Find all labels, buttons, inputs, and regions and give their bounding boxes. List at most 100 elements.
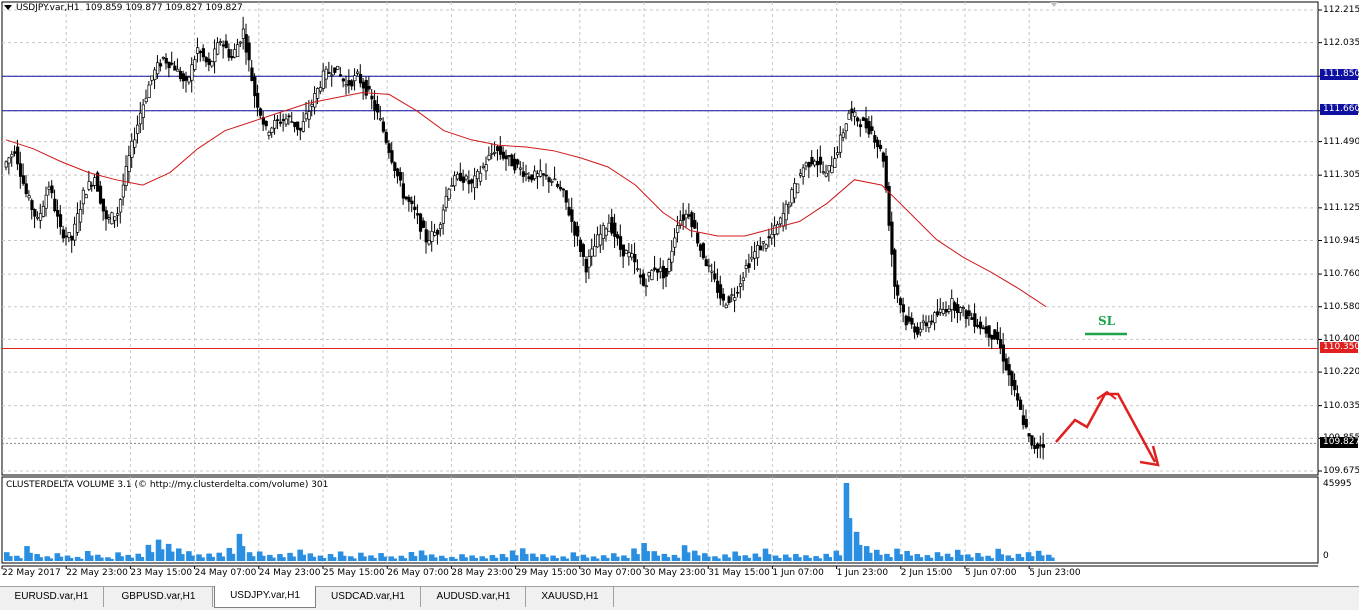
candle-body <box>256 93 260 108</box>
volume-bar <box>960 554 964 561</box>
candle-body <box>187 76 191 83</box>
volume-bar <box>737 555 741 561</box>
candle-body <box>16 146 20 165</box>
volume-bar <box>863 546 870 561</box>
candle-body <box>321 70 325 89</box>
candle-body <box>993 329 997 340</box>
candle-body <box>933 312 937 324</box>
volume-bar <box>1010 557 1015 561</box>
tab-gbpusd-var-h1[interactable]: GBPUSD.var,H1 <box>105 587 213 607</box>
candle-body <box>504 155 508 160</box>
candle-body <box>747 263 751 268</box>
tab-audusd-var-h1[interactable]: AUDUSD.var,H1 <box>422 587 526 607</box>
ohlc-values: 109.859 109.877 109.827 109.827 <box>85 3 243 13</box>
candle-body <box>50 185 54 194</box>
volume-bar <box>995 548 1001 561</box>
volume-bar <box>236 533 243 561</box>
candle-body <box>370 95 374 100</box>
candle-body <box>273 120 277 129</box>
volume-bar <box>565 558 570 561</box>
candle-body <box>84 194 88 199</box>
price-tick-label: 112.035 <box>1323 37 1359 48</box>
volume-bar <box>39 557 43 561</box>
candle-body <box>484 164 488 172</box>
volume-bar <box>474 557 478 561</box>
volume-bar <box>216 552 223 561</box>
volume-bar <box>868 552 873 561</box>
candle-body <box>853 111 857 117</box>
candle-body <box>590 248 594 257</box>
volume-bar <box>793 554 799 561</box>
candle-body <box>230 56 234 59</box>
candle-body <box>464 175 468 180</box>
candle-body <box>501 151 505 159</box>
tab-xauusd-h1[interactable]: XAUUSD,H1 <box>527 587 614 607</box>
volume-bar <box>965 554 971 561</box>
candle-body <box>164 57 168 64</box>
volume-bar <box>322 558 327 561</box>
candle-body <box>881 152 885 162</box>
tab-usdcad-var-h1[interactable]: USDCAD.var,H1 <box>316 587 421 607</box>
candle-body <box>156 62 160 75</box>
volume-bar <box>459 554 465 561</box>
tab-usdjpy-var-h1[interactable]: USDJPY.var,H1 <box>214 586 316 608</box>
time-tick-label: 5 Jun 23:00 <box>1029 568 1081 578</box>
candle-body <box>178 70 183 80</box>
candle-body <box>738 283 743 287</box>
candle-body <box>310 104 314 107</box>
candle-body <box>681 214 685 221</box>
volume-bar <box>909 555 913 561</box>
volume-bar <box>423 555 428 561</box>
volume-bar <box>1015 553 1022 561</box>
candle-body <box>261 117 265 125</box>
candle-body <box>67 232 71 238</box>
candle-body <box>384 131 388 143</box>
candle-body <box>1024 418 1028 428</box>
candle-body <box>393 162 397 172</box>
volume-bar <box>828 557 833 561</box>
volume-bar <box>585 557 590 561</box>
tab-eurusd-var-h1[interactable]: EURUSD.var,H1 <box>0 587 104 607</box>
candle-body <box>970 317 974 320</box>
price-chart[interactable] <box>0 0 1359 586</box>
volume-bar <box>504 557 509 561</box>
candle-body <box>276 119 280 121</box>
candle-body <box>927 321 931 329</box>
price-tick-label: 110.945 <box>1323 235 1359 246</box>
candle-body <box>496 146 500 152</box>
candle-body <box>324 68 328 80</box>
candle-body <box>944 309 948 313</box>
price-tick-label: 110.760 <box>1323 269 1359 280</box>
volume-bar <box>889 557 893 561</box>
volume-bar <box>899 554 903 561</box>
candle-body <box>856 117 860 122</box>
candle-body <box>456 173 460 180</box>
volume-bar <box>105 557 111 561</box>
volume-bar <box>469 555 475 561</box>
candle-body <box>78 208 83 223</box>
projection-arrow <box>1055 392 1157 463</box>
time-tick-label: 23 May 15:00 <box>130 568 193 578</box>
volume-bar <box>1025 552 1032 561</box>
volume-bar <box>378 553 384 561</box>
volume-bar <box>191 555 195 561</box>
candle-body <box>387 143 391 153</box>
candle-body <box>201 48 205 58</box>
candle-body <box>816 160 820 166</box>
volume-bar <box>980 556 984 561</box>
volume-bar <box>904 550 910 561</box>
volume-bar <box>742 555 749 561</box>
candle-body <box>418 213 423 232</box>
volume-bar <box>798 557 802 561</box>
candle-body <box>1030 435 1034 446</box>
candle-body <box>356 71 360 74</box>
candle-body <box>824 172 828 177</box>
candle-body <box>887 186 891 226</box>
candle-body <box>378 118 383 121</box>
candle-body <box>204 57 208 63</box>
candle-body <box>878 144 883 149</box>
candle-body <box>787 204 791 208</box>
dropdown-triangle-icon[interactable] <box>4 5 12 10</box>
volume-bar <box>717 558 721 561</box>
